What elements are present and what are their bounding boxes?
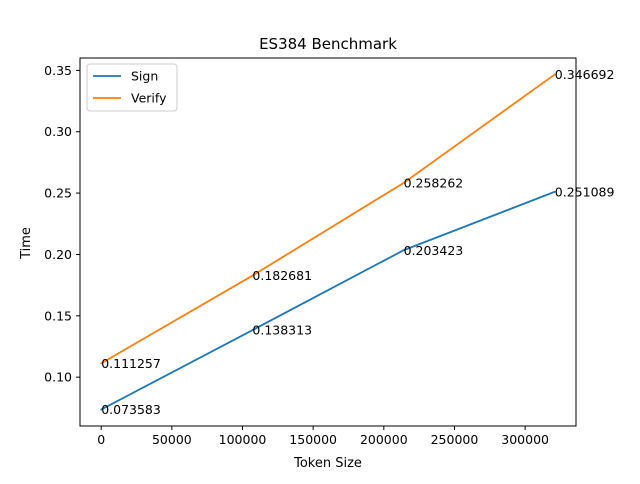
- y-tick-label: 0.20: [44, 247, 72, 262]
- x-tick-label: 0: [97, 432, 105, 447]
- legend-label-verify: Verify: [131, 91, 167, 106]
- data-point-sign: [553, 190, 556, 193]
- x-tick-label: 150000: [289, 432, 337, 447]
- series-line-sign: [100, 190, 556, 411]
- data-point-sign: [402, 249, 405, 252]
- data-point-sign: [251, 329, 254, 332]
- x-axis-label: Token Size: [293, 456, 362, 471]
- data-label-verify: 0.111257: [101, 356, 161, 371]
- y-tick-label: 0.30: [44, 124, 72, 139]
- x-tick-label: 250000: [431, 432, 479, 447]
- plot-layer: 0 50000 100000 150000 200000 250000 300000 0.10…: [44, 57, 615, 447]
- y-axis-label: Time: [19, 227, 34, 260]
- y-tick-label: 0.25: [44, 186, 72, 201]
- y-tick-label: 0.10: [44, 370, 72, 385]
- data-point-sign: [100, 408, 103, 411]
- chart-title: ES384 Benchmark: [259, 35, 397, 53]
- data-point-verify: [100, 362, 103, 365]
- y-tick-label: 0.15: [44, 308, 72, 323]
- data-label-sign: 0.203423: [404, 243, 464, 258]
- data-label-sign: 0.073583: [101, 402, 161, 417]
- data-point-verify: [251, 274, 254, 277]
- plot-frame: [79, 57, 577, 427]
- x-tick-label: 50000: [152, 432, 192, 447]
- legend-label-sign: Sign: [131, 69, 158, 84]
- data-point-verify: [553, 73, 556, 76]
- data-label-sign: 0.251089: [555, 184, 615, 199]
- data-label-sign: 0.138313: [252, 323, 312, 338]
- y-tick-label: 0.35: [44, 63, 72, 78]
- series-line-verify: [100, 73, 556, 365]
- data-label-verify: 0.346692: [555, 67, 615, 82]
- legend: Sign Verify: [86, 63, 178, 112]
- data-label-verify: 0.258262: [404, 175, 464, 190]
- data-point-verify: [402, 182, 405, 184]
- x-tick-label: 200000: [360, 432, 408, 447]
- data-label-verify: 0.182681: [252, 268, 312, 283]
- x-tick-label: 100000: [219, 432, 267, 447]
- x-tick-label: 300000: [501, 432, 549, 447]
